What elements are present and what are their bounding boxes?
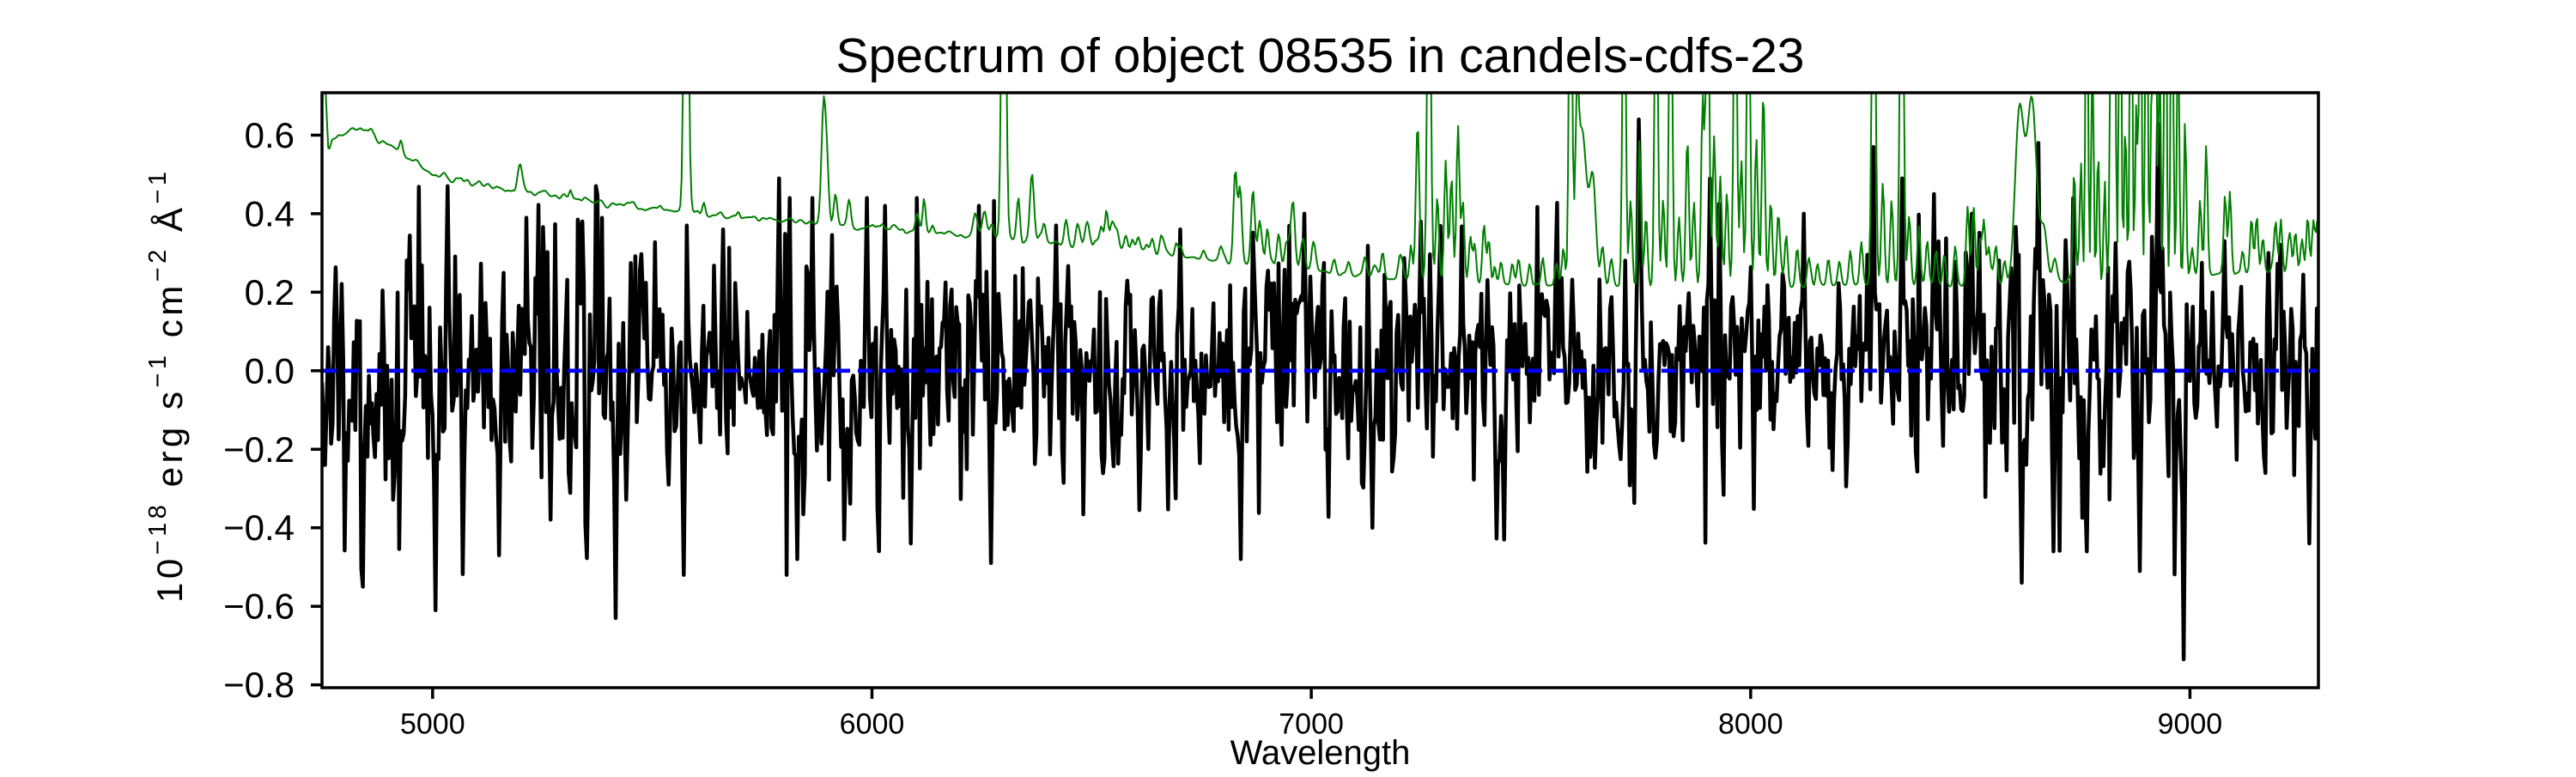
svg-text:6000: 6000 (840, 708, 905, 741)
svg-text:−0.6: −0.6 (223, 586, 295, 627)
svg-text:9000: 9000 (2158, 708, 2223, 741)
svg-text:8000: 8000 (1718, 708, 1783, 741)
svg-text:0.0: 0.0 (245, 350, 295, 391)
svg-text:Wavelength: Wavelength (1230, 734, 1411, 772)
svg-text:0.2: 0.2 (245, 272, 295, 313)
svg-text:0.6: 0.6 (245, 115, 295, 155)
svg-text:5000: 5000 (400, 708, 465, 741)
svg-text:−0.8: −0.8 (223, 665, 295, 705)
svg-text:−0.4: −0.4 (223, 507, 295, 548)
svg-text:7000: 7000 (1279, 708, 1344, 741)
svg-text:Spectrum of object 08535 in ca: Spectrum of object 08535 in candels-cdfs… (836, 28, 1805, 83)
svg-text:−0.2: −0.2 (223, 429, 295, 470)
svg-text:0.4: 0.4 (245, 193, 295, 234)
